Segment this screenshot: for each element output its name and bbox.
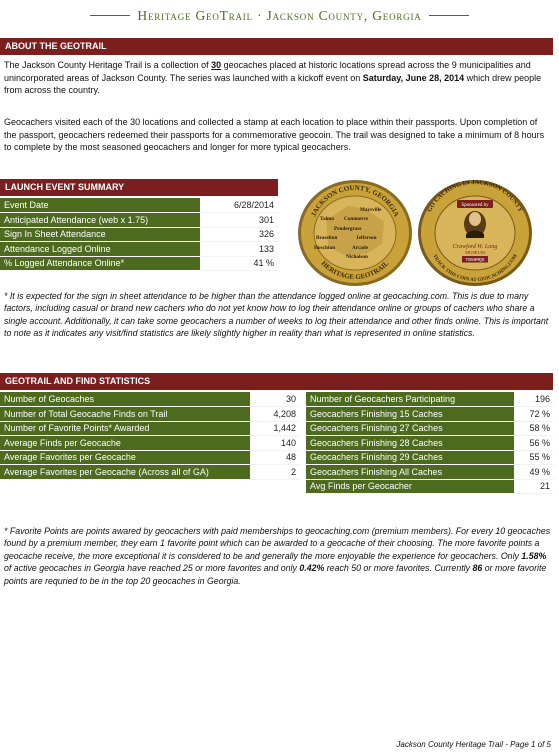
- row-value: 30: [250, 392, 300, 407]
- row-label: Average Finds per Geocache: [0, 435, 250, 451]
- svg-text:Talmo: Talmo: [320, 216, 334, 222]
- svg-text:Nicholson: Nicholson: [346, 254, 368, 260]
- table-row: Geocachers Finishing 28 Caches 56 %: [306, 435, 554, 451]
- table-row: % Logged Attendance Online* 41 %: [0, 256, 278, 271]
- row-label: Number of Geocaches: [0, 392, 250, 407]
- svg-text:Arcade: Arcade: [352, 245, 369, 251]
- table-row: Average Favorites per Geocache 48: [0, 450, 300, 465]
- row-value: 58 %: [514, 421, 554, 436]
- row-value: 72 %: [514, 406, 554, 422]
- table-row: Event Date 6/28/2014: [0, 198, 278, 213]
- row-value: 196: [514, 392, 554, 407]
- table-row: Geocachers Finishing 15 Caches 72 %: [306, 406, 554, 422]
- table-row: Geocachers Finishing 27 Caches 58 %: [306, 421, 554, 436]
- stats-section-header: GEOTRAIL AND FIND STATISTICS: [0, 373, 553, 390]
- svg-text:Sponsored by: Sponsored by: [461, 203, 489, 208]
- row-label: Average Favorites per Geocache (Across a…: [0, 464, 250, 480]
- svg-text:Hoschton: Hoschton: [314, 245, 335, 251]
- table-row: Number of Total Geocache Finds on Trail 4…: [0, 406, 300, 422]
- svg-text:MUSEUM: MUSEUM: [465, 250, 485, 255]
- row-label: Geocachers Finishing 28 Caches: [306, 435, 514, 451]
- row-value: 140: [250, 435, 300, 451]
- table-row: Number of Geocaches 30: [0, 392, 300, 407]
- launch-section-header: LAUNCH EVENT SUMMARY: [0, 179, 278, 196]
- table-row: Number of Favorite Points* Awarded 1,442: [0, 421, 300, 436]
- title-rule-right: [428, 14, 469, 16]
- table-row: Attendance Logged Online 133: [0, 241, 278, 257]
- table-row: Geocachers Finishing All Caches 49 %: [306, 464, 554, 480]
- svg-text:Jefferson: Jefferson: [356, 235, 377, 241]
- svg-text:Braselton: Braselton: [316, 235, 337, 241]
- page-footer: Jackson County Heritage Trail - Page 1 o…: [396, 740, 551, 749]
- geocoin-front-image: JACKSON COUNTY, GEORGIA HERITAGE GEOTRAI…: [298, 180, 412, 286]
- row-label: Avg Finds per Geocacher: [306, 479, 514, 494]
- title-text: Heritage GeoTrail · Jackson County, Geor…: [137, 8, 422, 23]
- row-value: 21: [514, 479, 554, 494]
- row-label: Average Favorites per Geocache: [0, 450, 250, 465]
- table-row: Sign In Sheet Attendance 326: [0, 227, 278, 242]
- svg-text:Pendergrass: Pendergrass: [334, 226, 361, 232]
- launch-footnote: * It is expected for the sign in sheet a…: [4, 291, 549, 339]
- svg-text:Crawford W. Long: Crawford W. Long: [453, 243, 497, 250]
- row-label: Geocachers Finishing 29 Caches: [306, 450, 514, 465]
- svg-text:TB5HMQG: TB5HMQG: [466, 257, 485, 263]
- row-value: 2: [250, 464, 300, 480]
- row-value: 133: [200, 241, 278, 257]
- row-value: 6/28/2014: [200, 198, 278, 213]
- table-row: Number of Geocachers Participating 196: [306, 392, 554, 407]
- row-value: 55 %: [514, 450, 554, 465]
- row-label: Number of Favorite Points* Awarded: [0, 421, 250, 436]
- table-row: Geocachers Finishing 29 Caches 55 %: [306, 450, 554, 465]
- stats-table-left: Number of Geocaches 30 Number of Total Ge…: [0, 392, 300, 480]
- row-value: 49 %: [514, 464, 554, 480]
- svg-text:Commerce: Commerce: [344, 216, 369, 222]
- row-label: Event Date: [0, 198, 200, 213]
- row-label: Attendance Logged Online: [0, 241, 200, 257]
- table-row: Avg Finds per Geocacher 21: [306, 479, 554, 494]
- row-label: Geocachers Finishing 27 Caches: [306, 421, 514, 436]
- row-value: 326: [200, 227, 278, 242]
- row-label: Number of Geocachers Participating: [306, 392, 514, 407]
- row-label: Number of Total Geocache Finds on Trail: [0, 406, 250, 422]
- row-label: % Logged Attendance Online*: [0, 256, 200, 271]
- stats-footnote: * Favorite Points are points awared by g…: [4, 526, 551, 586]
- row-value: 48: [250, 450, 300, 465]
- row-value: 301: [200, 212, 278, 228]
- document-title: Heritage GeoTrail · Jackson County, Geor…: [0, 8, 559, 24]
- row-label: Sign In Sheet Attendance: [0, 227, 200, 242]
- launch-summary-table: Event Date 6/28/2014 Anticipated Attendan…: [0, 198, 278, 271]
- about-paragraph-1: The Jackson County Heritage Trail is a c…: [4, 60, 542, 96]
- table-row: Average Favorites per Geocache (Across a…: [0, 464, 300, 480]
- about-section-header: ABOUT THE GEOTRAIL: [0, 38, 553, 55]
- row-value: 1,442: [250, 421, 300, 436]
- row-label: Geocachers Finishing All Caches: [306, 464, 514, 480]
- title-rule-left: [90, 14, 131, 16]
- svg-text:Maysville: Maysville: [360, 207, 382, 213]
- row-value: 4,208: [250, 406, 300, 422]
- row-label: Anticipated Attendance (web x 1.75): [0, 212, 200, 228]
- geocoin-back-image: GO CACHING IN JACKSON COUNTY TRACK THIS …: [418, 179, 532, 286]
- about-paragraph-2: Geocachers visited each of the 30 locati…: [4, 117, 545, 153]
- row-label: Geocachers Finishing 15 Caches: [306, 406, 514, 422]
- table-row: Average Finds per Geocache 140: [0, 435, 300, 451]
- stats-table-right: Number of Geocachers Participating 196 Ge…: [306, 392, 554, 494]
- row-value: 56 %: [514, 435, 554, 451]
- row-value: 41 %: [200, 256, 278, 271]
- table-row: Anticipated Attendance (web x 1.75) 301: [0, 212, 278, 228]
